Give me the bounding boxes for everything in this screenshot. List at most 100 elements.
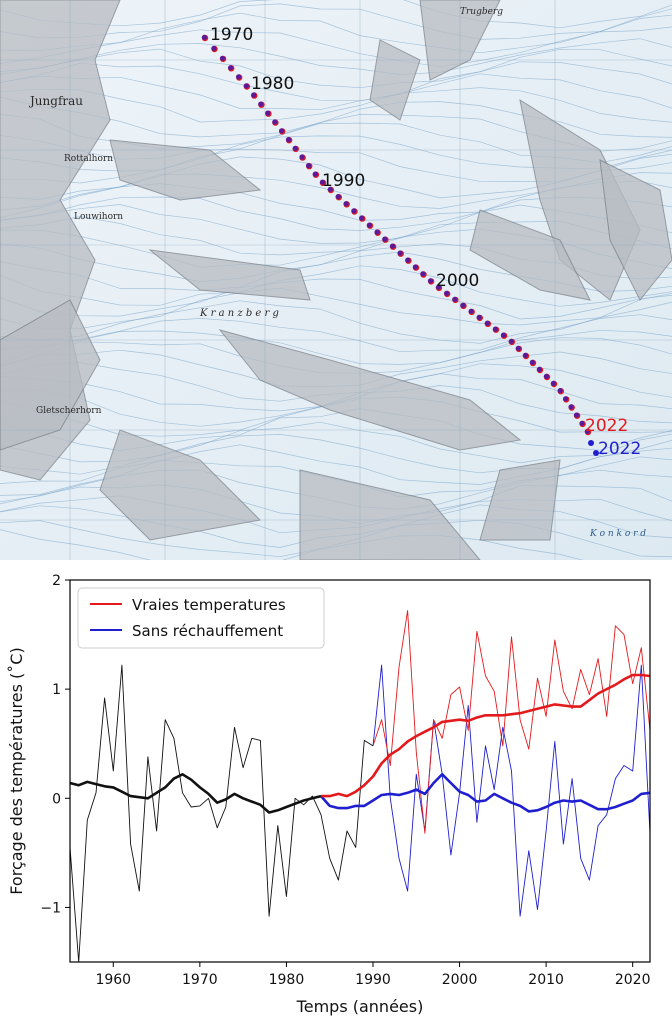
trajectory-dot-nowarming — [236, 74, 242, 80]
contour-line — [0, 408, 672, 451]
rock-ridge — [469, 209, 591, 301]
temperature-chart-canvas: 1960 1970 1980 1990 2000 2010 2020 −1 0 1 2 Temps … — [7, 573, 651, 1016]
x-tick-label: 2010 — [528, 972, 564, 988]
legend-label-nowarming: Sans réchauffement — [132, 622, 283, 640]
trajectory-dot-nowarming — [460, 302, 466, 308]
trajectory-dot-nowarming — [228, 65, 234, 71]
year-label-1980: 1980 — [251, 74, 294, 94]
trajectory-dot-nowarming — [412, 264, 418, 270]
glacier-map-canvas: Jungfrau Rottalhorn Louwihorn K r a n z … — [0, 0, 672, 560]
trajectory-dot-nowarming — [405, 257, 411, 263]
trajectory-dot-nowarming — [452, 296, 458, 302]
trajectory-dot-nowarming — [543, 373, 550, 379]
trajectory-dot-nowarming — [563, 396, 569, 402]
chart-axes-ticks: 1960 1970 1980 1990 2000 2010 2020 −1 0 1 2 — [40, 573, 650, 988]
map-grid — [0, 0, 672, 560]
legend-box — [77, 587, 325, 649]
trajectory-dot-nowarming — [444, 290, 450, 296]
trajectory-dot-nowarming-end — [593, 450, 599, 456]
series-line-real-smoothed — [321, 673, 650, 798]
trajectory-dot-nowarming — [292, 145, 298, 151]
trajectory-dot-nowarming — [522, 352, 529, 358]
year-label-2022-real: 2022 — [585, 416, 628, 436]
x-tick-label: 2000 — [442, 972, 478, 988]
trajectory-dot-nowarming — [557, 388, 563, 394]
trajectory-dot-nowarming — [529, 359, 536, 365]
series-line-shared-smoothed — [70, 773, 322, 814]
rock-ridge — [99, 429, 262, 541]
trajectory-dot-nowarming — [211, 45, 217, 52]
year-label-1970: 1970 — [210, 25, 253, 45]
rock-ridge — [148, 249, 311, 301]
place-label-gletscherhorn: Gletscherhorn — [36, 406, 102, 416]
trajectory-dot-nowarming-end — [588, 440, 594, 446]
trajectory-year-labels: 1970 1980 1990 2000 2022 2022 — [210, 25, 641, 459]
rock-ridge — [299, 469, 481, 560]
plot-frame — [69, 579, 651, 963]
temperature-chart: 1960 1970 1980 1990 2000 2010 2020 −1 0 1 2 Temps … — [0, 560, 672, 1024]
trajectory-dot-nowarming — [312, 171, 318, 177]
y-tick-label: 0 — [52, 791, 61, 807]
place-label-trugberg: Trugberg — [460, 7, 503, 17]
x-tick-label: 1990 — [355, 972, 391, 988]
series-line-shared-annual — [70, 664, 374, 962]
trajectory-dot-nowarming — [515, 345, 521, 351]
trajectory-dot-nowarming — [468, 308, 474, 314]
year-label-1990: 1990 — [322, 171, 365, 191]
trajectory-dot-nowarming — [550, 380, 557, 386]
trajectory-dot-nowarming — [427, 278, 434, 284]
trajectory-dot-nowarming — [492, 326, 498, 332]
place-label-jungfrau: Jungfrau — [28, 94, 83, 108]
place-label-kranzberg: K r a n z b e r g — [199, 308, 279, 319]
trajectory-dot-nowarming — [420, 271, 426, 277]
year-label-2022-nowarming: 2022 — [598, 439, 641, 459]
y-axis-label: Forçage des températures (˚C) — [7, 647, 26, 894]
trajectory-dot-nowarming — [500, 332, 507, 338]
series-line-nowarming-annual — [372, 664, 650, 917]
place-label-louwihorn: Louwihorn — [74, 212, 123, 222]
trajectory-dot-nowarming — [258, 101, 264, 107]
trajectory-dot-nowarming — [351, 208, 357, 214]
trajectory-dot-nowarming — [382, 236, 388, 242]
trajectory-dot-nowarming — [476, 314, 482, 320]
x-tick-label: 1970 — [182, 972, 218, 988]
trajectory-dot-nowarming — [359, 215, 365, 221]
trajectory-dot-nowarming — [397, 250, 403, 256]
trajectory-dot-nowarming — [272, 119, 278, 125]
trajectory-dot-nowarming — [435, 284, 441, 290]
place-label-konkordia: K o n k o r d — [589, 529, 646, 539]
contour-line — [0, 444, 672, 485]
series-line-nowarming-smoothed — [320, 773, 650, 813]
glacier-map: Jungfrau Rottalhorn Louwihorn K r a n z … — [0, 0, 672, 560]
trajectory-dot-nowarming — [389, 243, 396, 249]
y-tick-label: 1 — [52, 682, 61, 698]
trajectory-dot-nowarming — [335, 194, 341, 200]
contour-line — [0, 278, 672, 320]
trajectory-dot-nowarming — [201, 34, 207, 41]
rock-ridge — [599, 159, 672, 301]
trajectory-dot-nowarming — [319, 179, 325, 185]
trajectory-dot-nowarming — [536, 366, 543, 372]
trajectory-dot-nowarming — [299, 154, 305, 160]
x-tick-label: 1960 — [95, 972, 131, 988]
chart-series-lines — [70, 610, 650, 962]
trajectory-dot-nowarming — [573, 412, 580, 418]
x-tick-label: 1980 — [269, 972, 305, 988]
trajectory-dot-nowarming — [265, 110, 271, 116]
trajectory-dot-nowarming — [568, 404, 574, 410]
trajectory-dot-nowarming — [251, 92, 257, 98]
y-tick-label: −1 — [40, 900, 61, 916]
trajectory-dot-nowarming — [219, 55, 226, 61]
legend-label-real: Vraies temperatures — [132, 596, 286, 614]
trajectory-dot-nowarming — [579, 420, 585, 426]
trajectory-dot-nowarming — [279, 128, 285, 134]
trajectory-dot-nowarming — [484, 320, 490, 326]
trajectory-dot-nowarming — [366, 222, 372, 228]
x-axis-label: Temps (années) — [296, 997, 424, 1016]
x-tick-label: 2020 — [615, 972, 651, 988]
trajectory-dot-nowarming — [374, 229, 380, 235]
y-tick-label: 2 — [52, 573, 61, 589]
trajectory-dot-nowarming — [584, 428, 591, 434]
contour-line — [0, 421, 672, 464]
rock-ridge — [109, 139, 262, 201]
